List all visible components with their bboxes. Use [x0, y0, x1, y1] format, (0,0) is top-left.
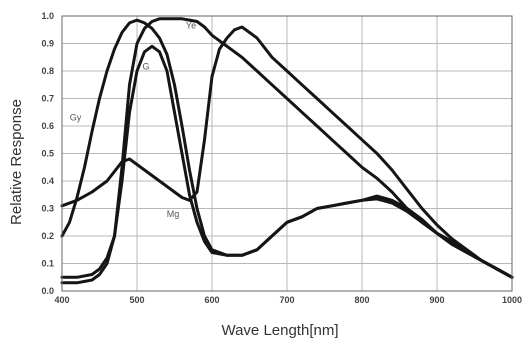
y-tick-label: 0.6 [41, 121, 54, 131]
series-lines [60, 17, 514, 285]
y-axis-ticks: 0.0 0.1 0.2 0.3 0.4 0.5 0.6 0.7 0.8 0.9 1.0 [41, 11, 54, 296]
plot-frame [61, 15, 513, 292]
y-tick-label: 0.8 [41, 66, 54, 76]
y-tick-label: 0.0 [41, 286, 54, 296]
y-tick-label: 0.2 [41, 231, 54, 241]
series-label-g: G [142, 62, 149, 72]
x-tick-label: 900 [429, 295, 444, 305]
x-tick-label: 700 [279, 295, 294, 305]
y-tick-label: 0.3 [41, 204, 54, 214]
x-tick-label: 400 [54, 295, 69, 305]
series-label-ye: Ye [186, 20, 196, 30]
y-tick-label: 0.7 [41, 94, 54, 104]
x-tick-label: 800 [354, 295, 369, 305]
y-axis-title: Relative Response [8, 99, 25, 225]
chart-grid [61, 15, 513, 292]
x-axis-title: Wave Length[nm] [221, 322, 338, 339]
series-line-mg [60, 25, 514, 279]
x-tick-label: 500 [129, 295, 144, 305]
y-tick-label: 0.4 [41, 176, 54, 186]
y-tick-label: 0.1 [41, 259, 54, 269]
y-tick-label: 0.9 [41, 39, 54, 49]
y-tick-label: 0.5 [41, 149, 54, 159]
x-tick-label: 1000 [502, 295, 522, 305]
y-tick-label: 1.0 [41, 11, 54, 21]
series-label-gy: Gy [70, 113, 82, 123]
series-labels: Gy G Ye Mg [70, 20, 196, 218]
x-axis-ticks: 400 500 600 700 800 900 1000 [54, 295, 522, 305]
series-line-ye [60, 17, 514, 285]
x-tick-label: 600 [204, 295, 219, 305]
series-label-mg: Mg [167, 209, 180, 219]
